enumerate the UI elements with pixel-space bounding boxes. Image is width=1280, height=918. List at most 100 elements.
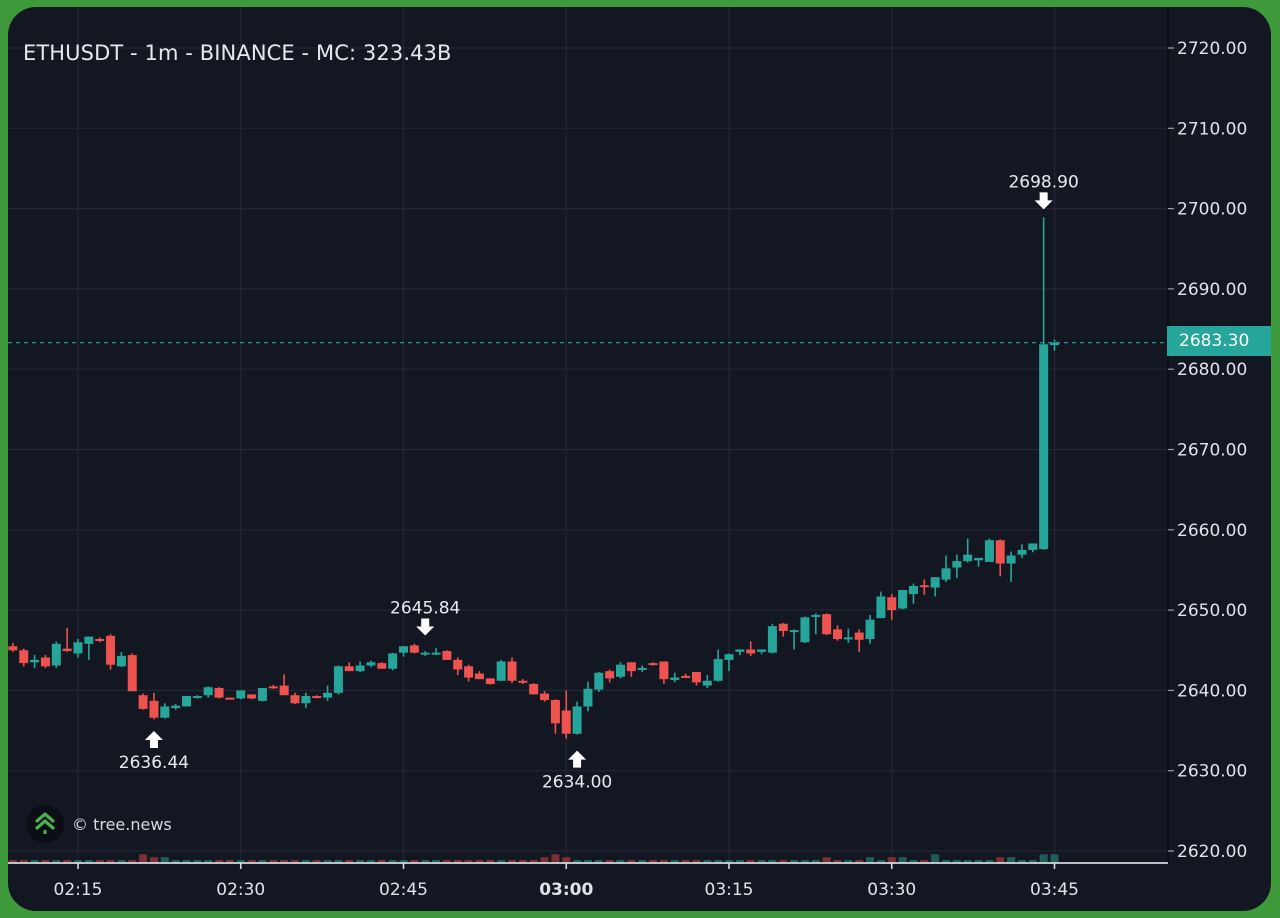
annotation-label: 2636.44 [119, 753, 189, 773]
candle-up [1050, 342, 1059, 346]
candle-up [192, 696, 202, 699]
volume-bar [659, 860, 668, 863]
y-axis-label: 2720.00 [1177, 39, 1247, 59]
volume-bar [258, 860, 267, 863]
candle-up [800, 617, 810, 643]
volume-bar [30, 860, 39, 863]
volume-bar [508, 860, 516, 863]
volume-bar [1028, 860, 1037, 863]
volume-bar [432, 860, 441, 863]
volume-bar [182, 860, 191, 863]
candle-up [572, 706, 582, 734]
volume-bar [280, 860, 289, 863]
candlestick-chart[interactable]: 2720.00 2710.00 2700.00 2690.00 2680.00 2670.… [8, 7, 1271, 911]
candle-down [485, 678, 495, 684]
volume-bar [377, 860, 386, 863]
candle-down [691, 671, 701, 683]
volume-bar [616, 860, 625, 863]
candle-down [19, 650, 29, 664]
volume-bar [486, 860, 495, 863]
annotation-low: 2636.44 [119, 730, 189, 773]
candle-down [746, 649, 756, 654]
candle-down [247, 694, 257, 699]
candle-up [713, 659, 723, 681]
volume-bar [345, 860, 354, 863]
candle-up [84, 636, 94, 644]
candle-up [594, 672, 604, 690]
volume-bar [529, 860, 538, 863]
candle-down [887, 597, 897, 611]
volume-bar [540, 857, 549, 863]
x-axis-label: 03:00 [539, 880, 593, 900]
annotation-label: 2698.90 [1008, 172, 1078, 192]
volume-bar [1007, 857, 1016, 863]
volume-bar [931, 854, 940, 863]
volume-bar [453, 860, 462, 863]
candle-up [399, 646, 408, 653]
volume-bar [583, 860, 592, 863]
volume-bar [63, 860, 72, 863]
candle-up [811, 614, 821, 617]
annotation-low: 2634.00 [542, 750, 612, 793]
volume-bar [551, 854, 560, 863]
candle-up [670, 677, 680, 680]
candle-up [323, 692, 333, 698]
x-axis-label: 03:15 [705, 880, 754, 900]
volume-bar [236, 860, 245, 863]
volume-bar [301, 860, 310, 863]
volume-bar [95, 860, 104, 863]
volume-bar [844, 860, 853, 863]
volume-bar [442, 860, 451, 863]
candle-down [214, 687, 224, 698]
candle-up [637, 667, 647, 670]
volume-bars [8, 854, 1059, 863]
y-axis-label: 2650.00 [1177, 601, 1247, 621]
candle-up [160, 706, 170, 718]
candle-up [236, 690, 246, 699]
volume-bar [1017, 860, 1026, 863]
volume-bar [312, 860, 321, 863]
candle-up [898, 590, 908, 609]
volume-bar [215, 860, 224, 863]
arrow-down-icon [416, 618, 435, 636]
annotation-label: 2645.84 [390, 599, 460, 619]
candle-up [366, 662, 376, 666]
candle-down [995, 540, 1005, 564]
x-axis-label: 02:30 [216, 880, 265, 900]
candle-up [30, 659, 40, 663]
volume-bar [703, 860, 712, 863]
volume-bar [985, 860, 994, 863]
y-axis-label: 2690.00 [1177, 280, 1247, 300]
candle-down [268, 686, 278, 689]
candle-down [225, 697, 235, 700]
volume-bar [193, 860, 202, 863]
volume-bar [898, 857, 907, 863]
candle-up [963, 554, 973, 562]
volume-bar [117, 860, 126, 863]
candle-down [822, 614, 832, 635]
chart-frame: 2720.00 2710.00 2700.00 2690.00 2680.00 2670.… [8, 7, 1271, 911]
candle-up [116, 655, 126, 667]
tree-arrows-icon [26, 805, 64, 843]
candle-down [550, 700, 560, 724]
y-axis-label: 2620.00 [1177, 842, 1247, 862]
chart-title: ETHUSDT - 1m - BINANCE - MC: 323.43B [23, 41, 452, 65]
candle-up [1017, 549, 1027, 555]
candle-up [616, 664, 625, 677]
candle-down [626, 662, 636, 672]
y-axis-label: 2710.00 [1177, 119, 1247, 139]
volume-bar [714, 860, 723, 863]
y-axis-label: 2670.00 [1177, 441, 1247, 461]
candle-up [257, 687, 267, 701]
candle-up [51, 643, 61, 666]
candle-down [507, 661, 517, 681]
volume-bar [8, 860, 17, 863]
candle-up [1006, 555, 1016, 564]
volume-bar [52, 860, 61, 863]
candles [8, 217, 1059, 739]
candle-up [724, 654, 734, 660]
x-axis-label: 03:30 [867, 880, 916, 900]
volume-bar [518, 860, 527, 863]
volume-bar [1039, 854, 1048, 863]
candle-down [561, 710, 571, 734]
